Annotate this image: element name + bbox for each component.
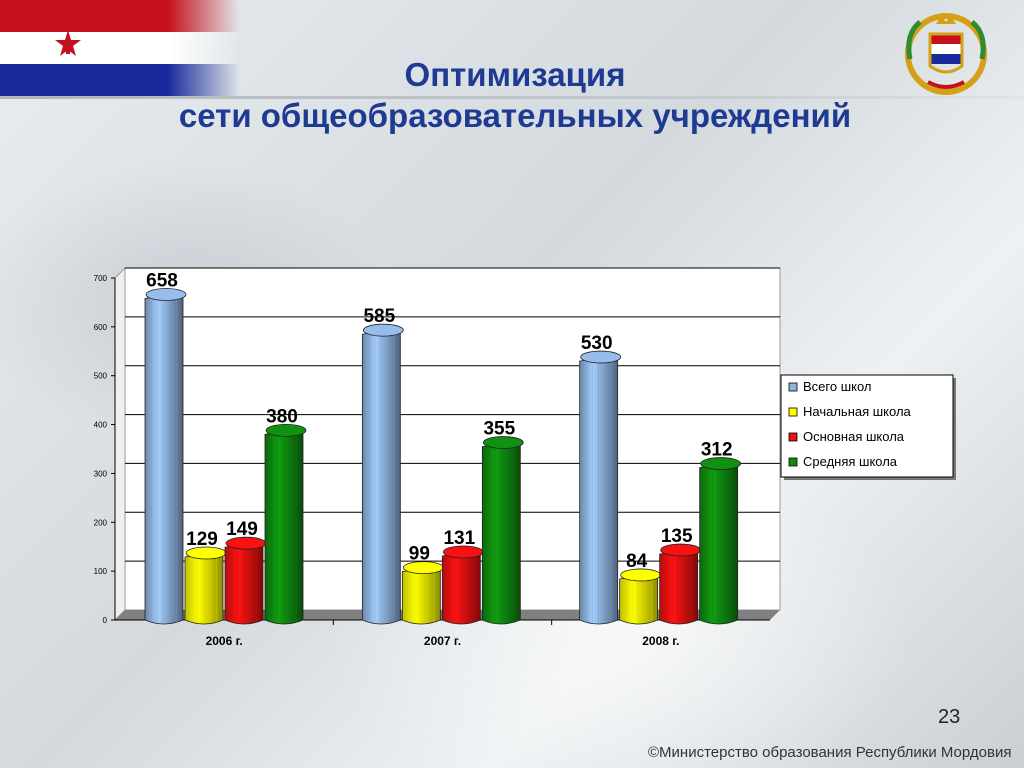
flag-white-stripe [0, 32, 240, 64]
data-label: 658 [146, 271, 178, 292]
x-tick-label: 2006 г. [206, 634, 243, 648]
legend-swatch [788, 457, 798, 467]
legend-swatch [788, 432, 798, 442]
y-tick-label: 200 [94, 518, 108, 527]
title-line-2: сети общеобразовательных учреждений [178, 97, 852, 134]
bar-top-2-0 [580, 350, 622, 364]
x-tick-label: 2007 г. [424, 634, 461, 648]
slide-title: Оптимизация сети общеобразовательных учр… [60, 54, 970, 136]
data-label: 355 [483, 419, 515, 440]
bar-top-0-0 [145, 288, 187, 301]
legend-label: Основная школа [803, 429, 905, 444]
flag-red-stripe [0, 0, 240, 32]
data-label: 129 [186, 529, 218, 550]
y-tick-label: 0 [103, 616, 108, 625]
flag-blue-stripe [0, 64, 240, 96]
data-label: 149 [226, 519, 258, 540]
data-label: 312 [701, 440, 733, 461]
data-label: 585 [363, 306, 395, 327]
y-tick-label: 100 [94, 567, 108, 576]
bar-top-2-3 [700, 457, 742, 470]
school-bar-chart: 0 100 200 300 400 500 600 700 658 129 149 380 2006 г… [94, 266, 956, 648]
legend-label: Начальная школа [803, 404, 912, 419]
data-label: 84 [626, 551, 648, 572]
copyright-text: ©Министерство образования Республики Мор… [648, 744, 1012, 761]
coat-of-arms-icon [905, 13, 987, 95]
x-tick-label: 2008 г. [642, 634, 679, 648]
data-label: 380 [266, 406, 298, 427]
data-label: 99 [409, 544, 430, 565]
y-tick-label: 700 [94, 274, 108, 283]
y-tick-label: 300 [94, 469, 108, 478]
bar-top-1-3 [482, 436, 524, 449]
legend-label: Всего школ [803, 379, 872, 394]
title-line-1: Оптимизация [404, 56, 626, 93]
chart-side-wall [114, 266, 126, 622]
header-divider [0, 96, 1024, 99]
legend-swatch [788, 407, 798, 417]
page-number: 23 [938, 706, 961, 728]
legend-label: Средняя школа [803, 454, 898, 469]
y-tick-label: 400 [94, 421, 108, 430]
bar-top-0-3 [265, 423, 307, 437]
bar-top-1-0 [362, 323, 404, 337]
legend-box [780, 374, 954, 478]
y-tick-label: 600 [94, 323, 108, 332]
y-tick-label: 500 [94, 372, 108, 381]
data-label: 131 [443, 528, 475, 549]
mordovia-flag [0, 0, 240, 98]
data-label: 530 [581, 333, 613, 354]
legend-swatch [788, 382, 798, 392]
flag-emblem-icon [55, 30, 81, 56]
data-label: 135 [661, 526, 693, 547]
